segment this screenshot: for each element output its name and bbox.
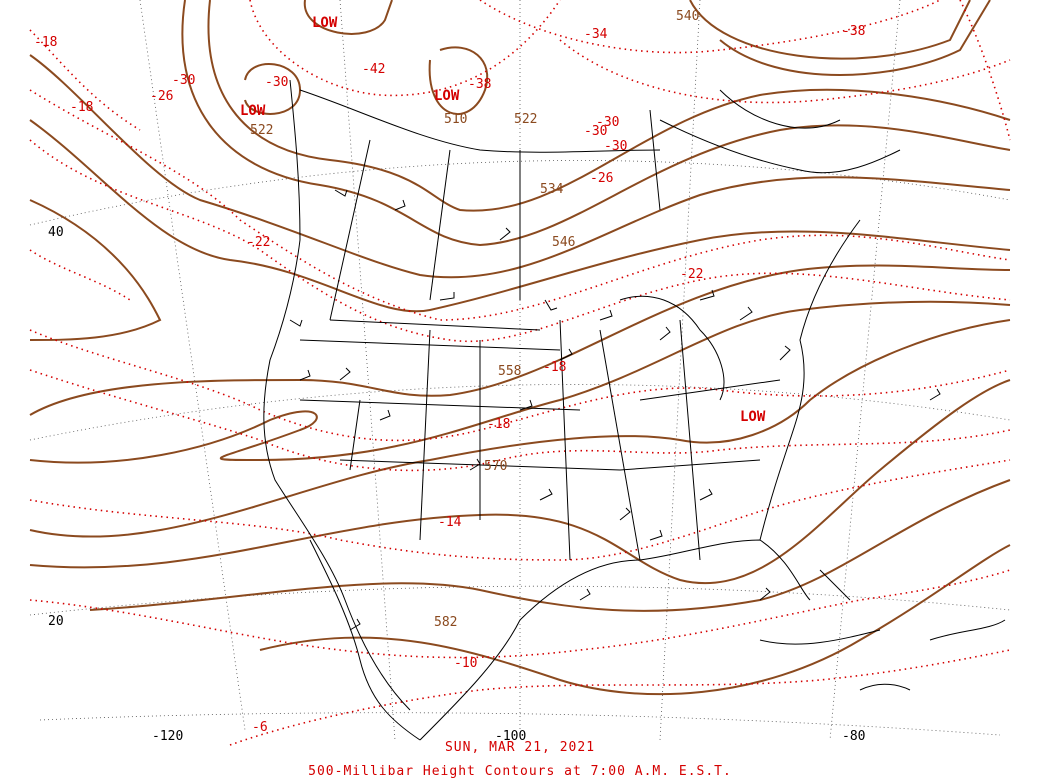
height-label: 510 — [444, 112, 467, 127]
height-label: 522 — [250, 123, 273, 138]
temperature-label: -38 — [842, 24, 865, 39]
temperature-label: -18 — [34, 35, 57, 50]
temperature-label: -14 — [438, 515, 462, 530]
temperature-label: -38 — [468, 77, 491, 92]
temperature-label: -22 — [247, 235, 270, 250]
temperature-label: -30 — [265, 75, 288, 90]
low-center-label: LOW — [740, 409, 766, 425]
temperature-label: -6 — [252, 720, 268, 735]
map-title: 500-Millibar Height Contours at 7:00 A.M… — [308, 764, 732, 779]
lon-label-80: -80 — [842, 729, 865, 744]
temperature-label: -30 — [604, 139, 627, 154]
low-center-label: LOW — [434, 88, 460, 104]
height-label: 570 — [484, 459, 507, 474]
temperature-label: -30 — [584, 124, 607, 139]
temperature-label: -30 — [172, 73, 195, 88]
height-label: 582 — [434, 615, 457, 630]
temperature-label: -30 — [596, 115, 619, 130]
height-label: 534 — [540, 182, 564, 197]
temperature-label: -42 — [362, 62, 385, 77]
graticule — [29, 0, 1011, 741]
temperature-label: -34 — [584, 27, 608, 42]
height-label: 540 — [676, 9, 699, 24]
height-label: 522 — [514, 112, 537, 127]
low-center-label: LOW — [312, 15, 338, 31]
lon-label-120: -120 — [152, 729, 183, 744]
lon-label-100: -100 — [495, 729, 526, 744]
temperature-label: -10 — [454, 656, 477, 671]
temperature-label: -26 — [150, 89, 173, 104]
lat-label-40: 40 — [48, 225, 64, 240]
temperature-label: -26 — [590, 171, 613, 186]
geography — [263, 79, 1006, 741]
temperature-label: -22 — [680, 267, 703, 282]
temperature-isotherms — [29, 0, 1011, 746]
height-label: 558 — [498, 364, 521, 379]
low-center-label: LOW — [240, 103, 266, 119]
temperature-label: -18 — [487, 417, 510, 432]
height-label: 546 — [552, 235, 575, 250]
map-date: SUN, MAR 21, 2021 — [444, 740, 596, 755]
lat-label-20: 20 — [48, 614, 64, 629]
height-contours — [29, 0, 1011, 696]
wind-barbs — [289, 189, 941, 631]
temperature-label: -18 — [543, 360, 566, 375]
temperature-label: -18 — [70, 100, 93, 115]
